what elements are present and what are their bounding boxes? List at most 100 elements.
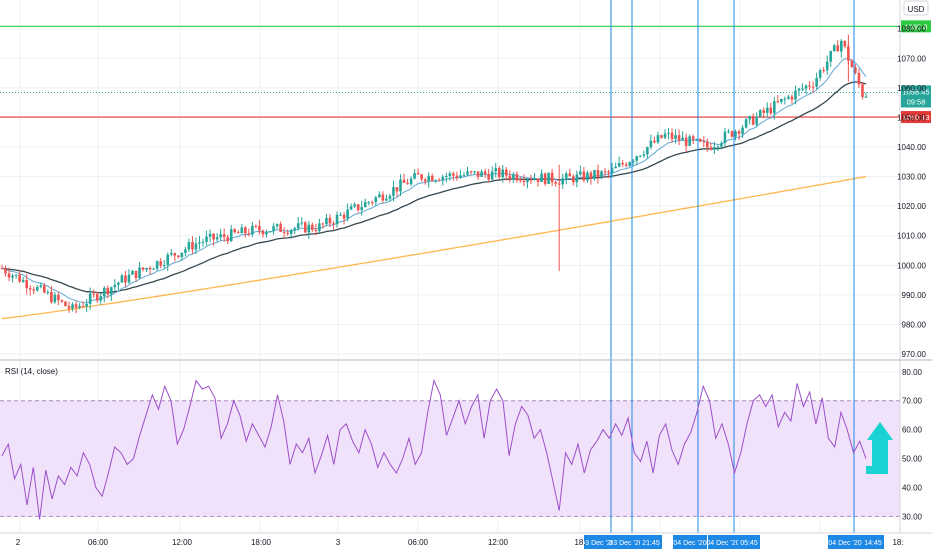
candle-body[interactable] [286, 232, 289, 234]
candle-body[interactable] [529, 179, 533, 181]
candle-body[interactable] [448, 173, 452, 176]
candle-body[interactable] [804, 85, 808, 89]
candle-body[interactable] [166, 254, 170, 265]
candle-body[interactable] [349, 206, 353, 210]
candle-body[interactable] [554, 182, 557, 184]
candle-body[interactable] [215, 237, 219, 240]
candle-body[interactable] [441, 176, 445, 181]
candle-body[interactable] [783, 98, 787, 100]
candle-body[interactable] [240, 227, 244, 234]
candle-body[interactable] [335, 215, 339, 225]
candle-body[interactable] [81, 306, 85, 308]
candle-body[interactable] [765, 107, 769, 113]
candle-body[interactable] [801, 88, 804, 90]
candle-body[interactable] [829, 50, 833, 62]
candle-body[interactable] [614, 166, 617, 169]
candle-body[interactable] [14, 274, 18, 276]
candle-body[interactable] [162, 264, 166, 266]
candle-body[interactable] [21, 279, 25, 282]
candle-body[interactable] [409, 178, 413, 185]
candle-body[interactable] [519, 180, 522, 182]
candle-body[interactable] [293, 228, 297, 231]
candle-body[interactable] [113, 284, 117, 288]
candle-body[interactable] [628, 162, 632, 166]
candle-body[interactable] [78, 306, 81, 308]
candle-body[interactable] [212, 233, 215, 240]
candle-body[interactable] [134, 270, 138, 279]
candle-body[interactable] [378, 194, 381, 198]
candle-body[interactable] [328, 217, 332, 224]
candle-body[interactable] [321, 223, 325, 225]
candle-body[interactable] [282, 231, 286, 233]
candle-body[interactable] [275, 224, 279, 227]
candle-body[interactable] [639, 155, 642, 157]
candle-body[interactable] [843, 40, 847, 47]
candle-body[interactable] [850, 60, 854, 68]
candle-body[interactable] [95, 294, 99, 301]
candle-body[interactable] [776, 101, 780, 103]
candle-body[interactable] [138, 267, 141, 279]
candle-body[interactable] [148, 268, 152, 270]
candle-body[interactable] [370, 202, 374, 204]
candle-body[interactable] [395, 187, 399, 192]
candle-body[interactable] [575, 174, 579, 183]
candle-body[interactable] [494, 168, 498, 172]
candle-body[interactable] [832, 45, 836, 51]
candle-body[interactable] [177, 255, 180, 258]
candle-body[interactable] [339, 214, 342, 216]
candle-body[interactable] [261, 230, 265, 235]
candle-body[interactable] [28, 288, 32, 290]
candle-body[interactable] [748, 116, 751, 120]
candle-body[interactable] [744, 119, 748, 128]
candle-body[interactable] [173, 253, 177, 256]
candle-body[interactable] [106, 287, 110, 295]
candle-body[interactable] [469, 171, 473, 173]
candle-body[interactable] [698, 139, 702, 142]
candle-body[interactable] [423, 179, 427, 182]
candle-body[interactable] [758, 110, 762, 117]
candle-body[interactable] [201, 241, 205, 243]
candle-body[interactable] [497, 168, 501, 178]
candle-body[interactable] [265, 232, 268, 235]
candle-body[interactable] [385, 198, 388, 201]
candle-body[interactable] [300, 222, 304, 224]
candle-body[interactable] [194, 243, 198, 250]
candle-body[interactable] [483, 171, 487, 175]
candle-body[interactable] [219, 234, 222, 238]
candle-body[interactable] [342, 214, 346, 219]
candle-body[interactable] [571, 176, 575, 183]
candle-body[interactable] [35, 286, 39, 291]
candle-body[interactable] [702, 141, 706, 143]
candle-body[interactable] [543, 173, 547, 184]
candle-body[interactable] [388, 195, 392, 199]
candle-body[interactable] [325, 217, 328, 225]
candle-body[interactable] [120, 275, 124, 283]
candle-body[interactable] [840, 40, 843, 52]
candle-body[interactable] [550, 172, 554, 183]
candle-body[interactable] [787, 96, 790, 99]
candle-body[interactable] [723, 131, 727, 144]
candle-body[interactable] [473, 171, 476, 173]
candle-body[interactable] [296, 223, 300, 229]
candle-body[interactable] [646, 147, 649, 155]
candle-body[interactable] [141, 267, 145, 270]
candle-body[interactable] [688, 136, 691, 146]
candle-body[interactable] [279, 224, 282, 232]
candle-body[interactable] [208, 233, 212, 237]
candle-body[interactable] [74, 304, 78, 308]
candle-body[interactable] [314, 229, 318, 232]
candle-body[interactable] [780, 98, 783, 103]
candle-body[interactable] [762, 110, 766, 113]
candle-body[interactable] [191, 242, 194, 250]
candle-body[interactable] [25, 279, 28, 289]
candle-body[interactable] [332, 223, 335, 225]
candle-body[interactable] [0, 268, 4, 270]
candle-body[interactable] [445, 175, 448, 177]
candle-body[interactable] [247, 233, 251, 235]
candle-body[interactable] [730, 131, 734, 137]
candle-body[interactable] [734, 131, 737, 137]
candle-body[interactable] [854, 67, 857, 73]
candle-body[interactable] [684, 137, 688, 146]
